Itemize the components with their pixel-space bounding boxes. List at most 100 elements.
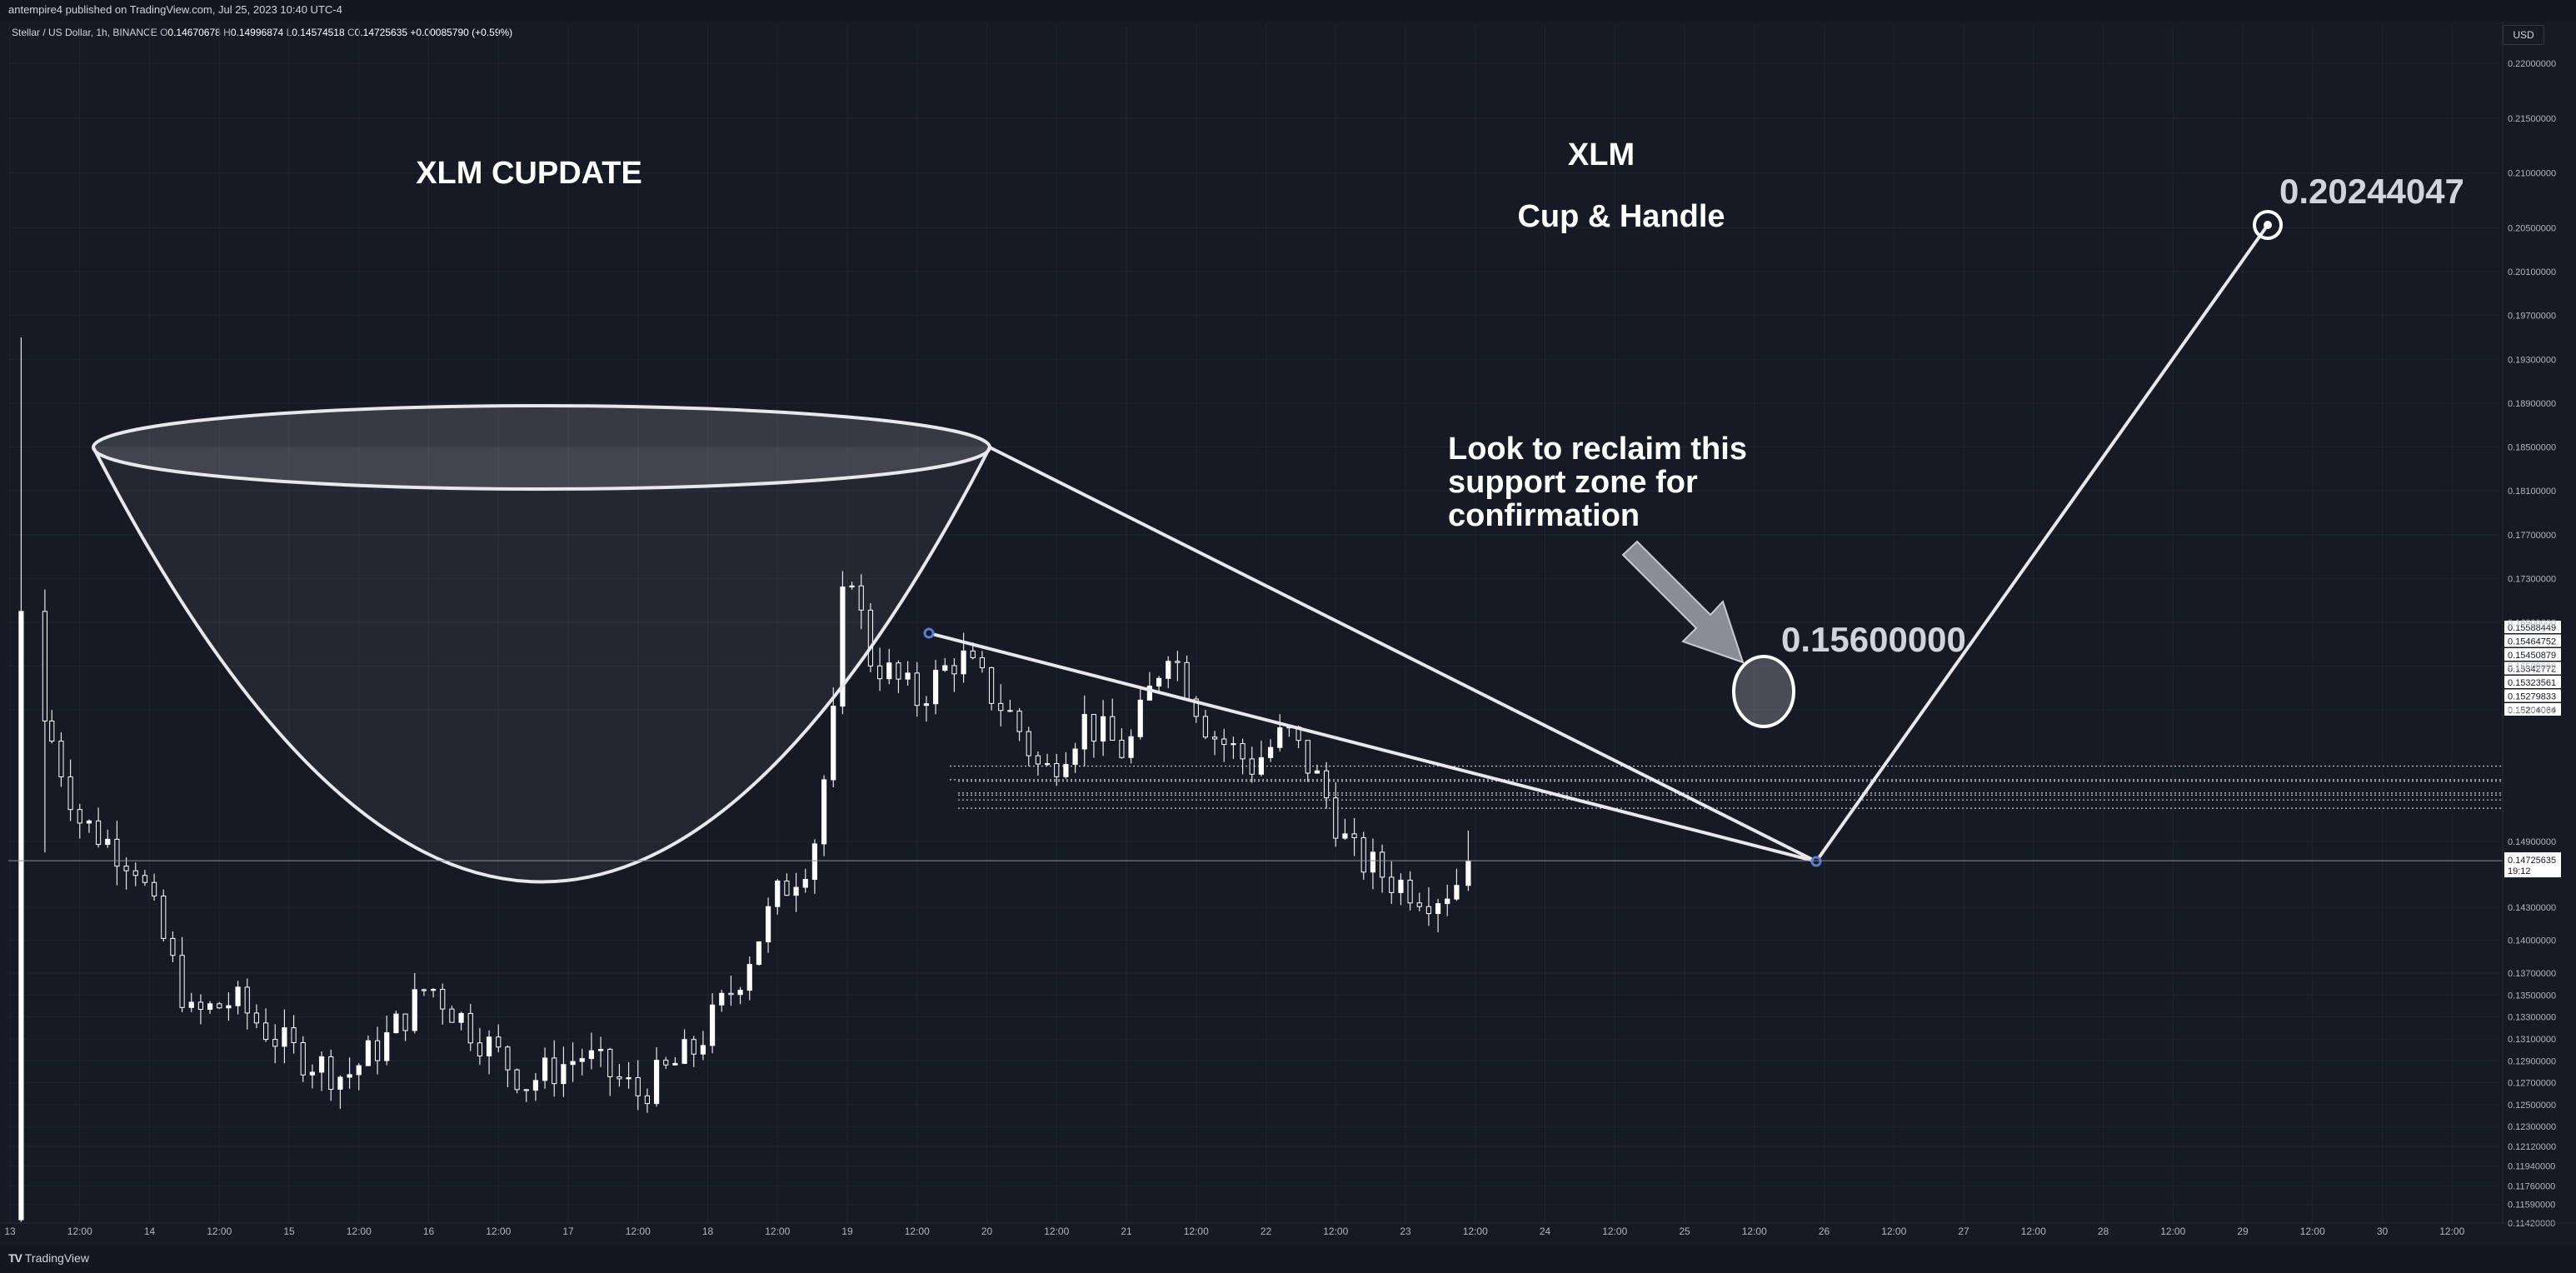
candle-body — [1202, 716, 1209, 738]
candle — [1416, 892, 1422, 911]
candle — [1342, 818, 1348, 841]
x-tick-label: 24 — [1540, 1226, 1551, 1237]
symbol-title[interactable]: Stellar / US Dollar, 1h, BINANCE — [12, 27, 157, 38]
candle-body — [1128, 736, 1134, 758]
chart-grid — [8, 25, 2499, 1224]
candle-body — [1193, 698, 1199, 717]
candle — [709, 993, 716, 1054]
candle — [532, 1072, 539, 1101]
candle — [1351, 817, 1357, 856]
candle-body — [970, 650, 976, 658]
cup-shading — [93, 447, 990, 882]
candle-body — [356, 1065, 362, 1076]
support-level-tag — [2504, 676, 2561, 688]
candle-body — [756, 941, 762, 966]
candle — [86, 819, 92, 833]
y-tick-label: 0.19300000 — [2508, 355, 2556, 365]
candle — [384, 1015, 390, 1066]
candle — [1231, 736, 1236, 760]
candle — [365, 1035, 372, 1066]
candle-body — [430, 989, 437, 991]
candle-body — [672, 1062, 678, 1066]
candle — [681, 1029, 687, 1065]
x-tick-label: 18 — [702, 1226, 714, 1237]
candle-body — [337, 1076, 343, 1090]
candle — [588, 1032, 595, 1070]
candle-body — [179, 955, 185, 1008]
candle-body — [449, 1008, 455, 1023]
candle-body — [1342, 833, 1348, 839]
candle-body — [709, 1004, 716, 1046]
candle-body — [1445, 898, 1450, 905]
support-zone: 0.15588449 0.15464752 0.15450879 0.15342772… — [950, 621, 2561, 809]
y-tick-label: 0.14900000 — [2508, 837, 2556, 847]
candle-body — [523, 1089, 529, 1091]
candle — [151, 873, 157, 901]
candle-body — [95, 820, 102, 846]
candle — [207, 1001, 213, 1014]
candle — [291, 1015, 297, 1054]
y-tick-label: 0.16500000 — [2508, 662, 2556, 672]
candle — [1072, 742, 1078, 773]
candle — [449, 1006, 455, 1023]
candle-body — [896, 662, 901, 680]
price-axis[interactable]: 0.22000000 0.21500000 0.21000000 0.20500000… — [2502, 22, 2556, 1229]
candle — [1100, 700, 1106, 756]
candle — [523, 1089, 529, 1102]
candle-body — [737, 990, 743, 996]
candle-body — [1389, 876, 1395, 893]
footer-bar — [0, 1245, 2576, 1273]
candle — [942, 657, 948, 672]
x-tick-label: 28 — [2098, 1226, 2109, 1237]
candle-body — [300, 1041, 306, 1076]
support-level-label: 0.15342772 — [2508, 665, 2556, 675]
candle-body — [867, 609, 874, 666]
x-tick-label: 12:00 — [765, 1226, 790, 1237]
candle — [505, 1045, 511, 1088]
candle-body — [979, 656, 986, 669]
support-level-label: 0.15588449 — [2508, 623, 2556, 633]
x-tick-label: 17 — [562, 1226, 574, 1237]
candle-body — [617, 1076, 622, 1080]
candle — [1249, 746, 1255, 783]
right-title-2: Cup & Handle — [1517, 199, 1725, 234]
x-tick-label: 21 — [1121, 1226, 1132, 1237]
candle — [626, 1062, 632, 1089]
candle-body — [1231, 743, 1236, 746]
time-axis[interactable]: 13 12:00 14 12:00 15 12:00 16 12:00 17 12:00 18 12:… — [0, 1222, 2576, 1237]
tradingview-logo[interactable]: TV TradingView — [8, 1251, 89, 1265]
left-title: XLM CUPDATE — [416, 156, 642, 191]
x-tick-label: 12:00 — [2439, 1226, 2464, 1237]
candle — [161, 889, 167, 942]
candle — [746, 956, 752, 1001]
candle — [402, 1013, 408, 1041]
candle-body — [681, 1039, 687, 1064]
candle — [42, 589, 47, 853]
candle — [1425, 887, 1432, 926]
y-tick-label: 0.12500000 — [2508, 1101, 2556, 1111]
x-tick-label: 12:00 — [1602, 1226, 1627, 1237]
right-title-1: XLM — [1568, 137, 1635, 172]
support-level-label: 0.15464752 — [2508, 637, 2556, 647]
candle — [552, 1040, 557, 1097]
x-tick-label: 12:00 — [347, 1226, 372, 1237]
candle — [1091, 714, 1097, 758]
x-tick-label: 12:00 — [1463, 1226, 1488, 1237]
candle — [1184, 655, 1190, 701]
candle-body — [458, 1012, 464, 1023]
candle — [1035, 751, 1041, 776]
candle — [262, 1008, 269, 1042]
currency-button[interactable]: USD — [2503, 25, 2544, 45]
candle-body — [77, 809, 82, 824]
candle-body — [988, 667, 995, 704]
candle — [1305, 740, 1310, 782]
candle — [1081, 695, 1087, 766]
candle-body — [244, 986, 250, 1014]
candle-body — [1333, 797, 1339, 839]
candle-body — [188, 1001, 194, 1008]
candle-body — [226, 1005, 232, 1009]
candle-body — [1323, 770, 1330, 799]
x-tick-label: 12:00 — [1044, 1226, 1069, 1237]
candle — [979, 651, 986, 673]
